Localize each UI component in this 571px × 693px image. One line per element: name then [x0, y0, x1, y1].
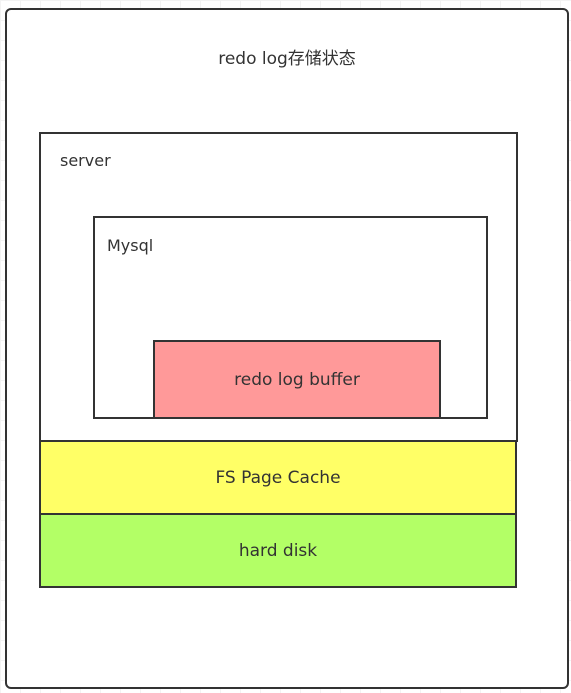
fs-page-cache-box: FS Page Cache — [39, 440, 517, 515]
redo-log-buffer-label: redo log buffer — [234, 369, 360, 390]
diagram-title: redo log存储状态 — [218, 49, 356, 69]
server-label: server — [60, 151, 111, 170]
hard-disk-box: hard disk — [39, 513, 517, 588]
redo-log-buffer-box: redo log buffer — [153, 340, 441, 419]
fs-page-cache-label: FS Page Cache — [215, 467, 341, 488]
mysql-label: Mysql — [107, 236, 154, 255]
hard-disk-label: hard disk — [238, 540, 318, 561]
